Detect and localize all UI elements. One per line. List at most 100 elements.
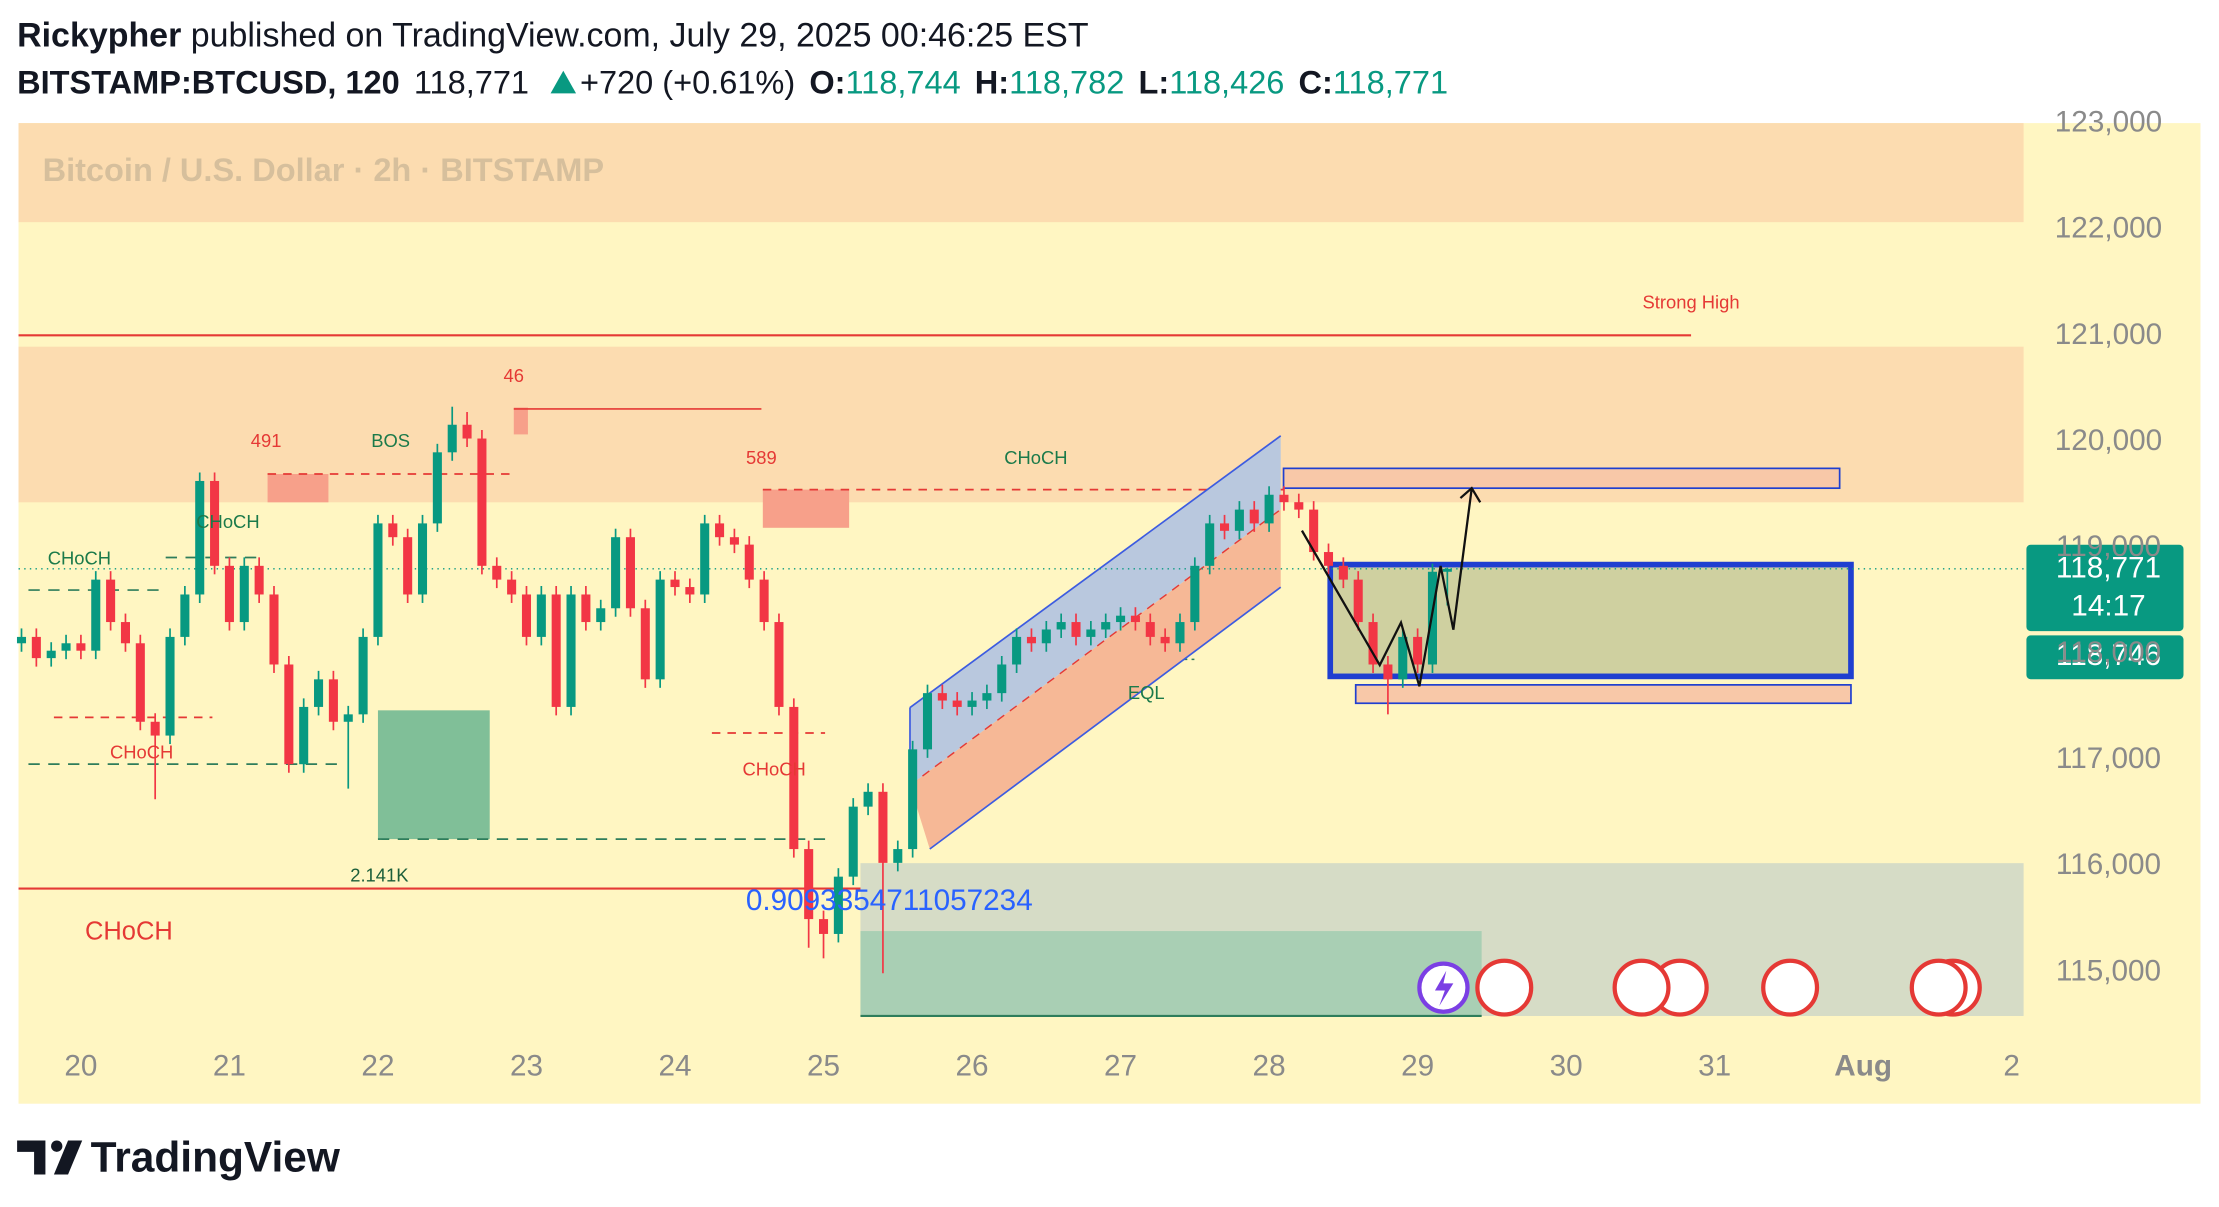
event-flag <box>1612 958 1671 1017</box>
candle-body <box>1249 509 1259 524</box>
candle-body <box>625 537 635 609</box>
candle-body <box>224 565 234 623</box>
author: Rickypher <box>17 17 181 55</box>
event-icons <box>1417 958 1982 1017</box>
countdown-label: 14:17 <box>2071 590 2145 623</box>
candle-body <box>566 594 576 707</box>
candle-body <box>239 565 249 623</box>
annotation: 0.9093354711057234 <box>746 884 1033 917</box>
price-label-box <box>2026 635 2184 680</box>
candle-body <box>462 424 472 439</box>
price-label-box <box>2026 544 2184 632</box>
annotation: Strong High <box>1643 291 1740 312</box>
channel-lower <box>909 509 1281 850</box>
y-tick-label: 115,000 <box>2056 954 2161 987</box>
annotation: CHoCH <box>196 511 259 532</box>
candle-body <box>477 438 487 566</box>
candle-body <box>878 791 888 863</box>
annotation: CHoCH <box>1004 447 1067 468</box>
price-label: 118,771 <box>2056 551 2161 584</box>
candle-body <box>254 565 264 595</box>
y-tick-label: 119,000 <box>2056 530 2161 563</box>
volume-box <box>377 710 490 840</box>
candle-body <box>1383 664 1393 680</box>
candle-body <box>343 714 353 722</box>
arrow-head <box>1459 486 1482 503</box>
event-flag <box>1909 958 1968 1017</box>
candle-body <box>640 608 650 680</box>
ohlc-value: 118,771 <box>1333 64 1448 100</box>
candle-body <box>195 480 205 595</box>
x-tick-label: 25 <box>807 1049 840 1082</box>
y-tick-label: 121,000 <box>2055 318 2162 351</box>
candle-body <box>1071 622 1081 637</box>
brand: TradingView <box>91 1134 341 1181</box>
candle-body <box>997 664 1007 694</box>
channel-edge <box>909 435 1282 709</box>
x-tick-label: 21 <box>213 1049 246 1082</box>
annotation: 491 <box>251 430 282 451</box>
y-tick-label: 118,000 <box>2056 636 2161 669</box>
candle-body <box>1294 502 1304 510</box>
x-tick-label: 26 <box>956 1049 989 1082</box>
annotation: CHoCH <box>85 918 173 946</box>
candle-body <box>314 679 324 707</box>
event-flag <box>1475 958 1534 1017</box>
candle-body <box>1442 568 1452 572</box>
candle-body <box>685 587 695 595</box>
candle-body <box>729 537 739 545</box>
order-block <box>513 407 528 435</box>
candle-body <box>1130 615 1140 623</box>
symbol: BITSTAMP:BTCUSD, 120 <box>17 64 400 100</box>
x-tick-label: 31 <box>1698 1049 1731 1082</box>
candle-body <box>863 791 873 807</box>
up-triangle <box>550 70 577 94</box>
candle-body <box>120 622 130 644</box>
price-label: 118,746 <box>2056 639 2161 672</box>
candle-body <box>403 537 413 595</box>
candle-body <box>1175 622 1185 644</box>
order-block <box>762 489 850 528</box>
candle-body <box>789 706 799 850</box>
candle-body <box>447 424 457 453</box>
candle-body <box>1398 636 1408 680</box>
candle-body <box>135 643 145 722</box>
logo-mark <box>17 1140 46 1175</box>
candle-body <box>967 700 977 707</box>
candle-body <box>1101 622 1111 630</box>
ohlc-key: C: <box>1299 64 1333 100</box>
candle-body <box>432 452 442 524</box>
candle-body <box>700 523 710 595</box>
candle-body <box>1264 494 1274 524</box>
candle-body <box>210 480 220 566</box>
candle-body <box>373 523 383 637</box>
candle-body <box>908 749 918 850</box>
candle-body <box>1323 552 1334 566</box>
candle-body <box>1205 523 1215 566</box>
logo-mark <box>51 1140 63 1152</box>
candle-body <box>1368 622 1378 665</box>
candle-body <box>670 579 680 588</box>
annotation: BOS <box>371 430 410 451</box>
y-tick-label: 117,000 <box>2056 742 2161 775</box>
candle-body <box>551 594 561 707</box>
footer-logo: TradingView <box>17 1134 341 1181</box>
y-tick-label: 120,000 <box>2055 424 2162 457</box>
annotation: 589 <box>746 447 777 468</box>
channel-edge <box>929 586 1282 850</box>
y-tick-label: 116,000 <box>2056 848 2161 881</box>
candle-body <box>596 608 606 623</box>
candle-body <box>655 579 665 680</box>
support-zone <box>1354 684 1852 705</box>
candle-body <box>818 919 829 934</box>
x-tick-label: 30 <box>1550 1049 1583 1082</box>
target-zone <box>1282 467 1841 490</box>
projection-path <box>1300 488 1473 687</box>
candle-body <box>611 537 621 609</box>
x-tick-label: 22 <box>361 1049 394 1082</box>
candle-body <box>284 664 294 765</box>
candle-body <box>1338 565 1348 580</box>
candle-body <box>388 523 398 538</box>
candles <box>16 406 1452 974</box>
y-tick-label: 122,000 <box>2055 212 2162 245</box>
